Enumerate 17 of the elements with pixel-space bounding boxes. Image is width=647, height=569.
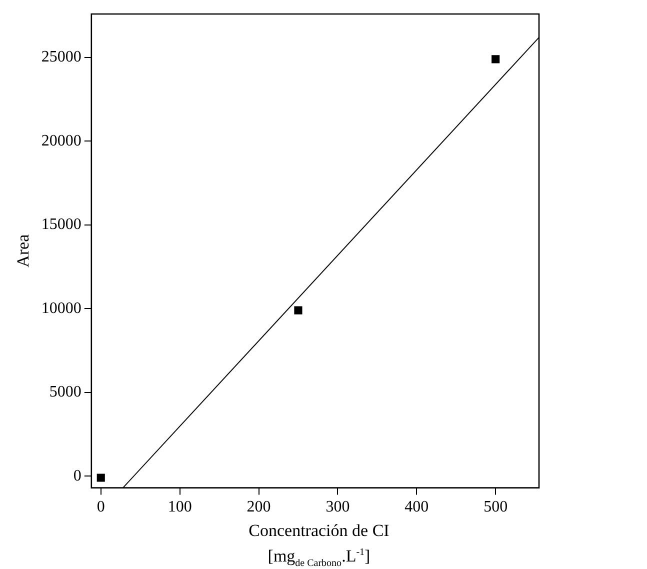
x-tick-label: 200 [246,498,271,516]
y-tick-label: 25000 [41,48,82,66]
y-tick-label: 0 [73,467,82,484]
x-tick-label: 400 [404,498,429,516]
y-tick-label: 10000 [41,300,82,317]
y-tick-label: 5000 [49,384,82,401]
point [294,306,302,314]
x-axis-title: Concentración de CI [mg$_{de Carbono}$.L$^{-1}$] [248,520,390,569]
x-tick-label: 500 [484,498,508,516]
x-tick-label: 0 [96,498,105,516]
y-axis-title: Area [14,234,33,268]
y-tick-label: 15000 [41,216,82,234]
point [492,55,500,64]
x-tick-label: 300 [326,498,350,516]
x-tick-label: 100 [168,498,192,516]
y-tick-label: 20000 [41,132,82,150]
point [96,474,105,482]
